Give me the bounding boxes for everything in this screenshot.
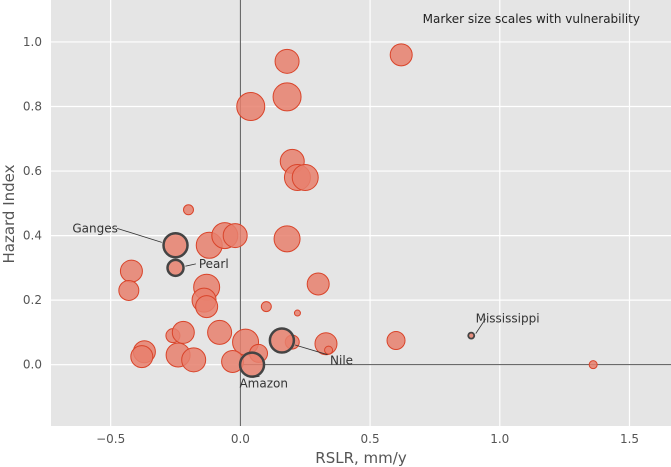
- data-point: [236, 92, 266, 121]
- data-point: [324, 345, 334, 355]
- annotation-label-mississippi: Mississippi: [476, 312, 540, 326]
- data-point: [130, 345, 154, 369]
- x-axis-label: RSLR, mm/y: [315, 449, 407, 467]
- data-point: [195, 295, 219, 319]
- highlighted-point-mississippi: [467, 331, 476, 340]
- annotation-label-ganges: Ganges: [72, 221, 118, 235]
- data-point: [273, 225, 301, 253]
- y-tick-label: 0.4: [23, 229, 42, 243]
- annotation-leader-line: [475, 318, 486, 334]
- x-tick-label: 0.0: [231, 432, 250, 446]
- data-point: [171, 320, 195, 344]
- data-point: [386, 330, 406, 350]
- x-tick-label: 1.0: [490, 432, 509, 446]
- data-point: [272, 82, 302, 112]
- x-tick-label: 1.5: [620, 432, 639, 446]
- annotation-leader-line: [116, 227, 162, 243]
- y-tick-labels: 0.0 0.2 0.4 0.6 0.8 1.0: [23, 35, 42, 372]
- y-axis-label: Hazard Index: [0, 164, 18, 263]
- data-point: [588, 360, 598, 370]
- annotation-leader-line: [185, 263, 196, 267]
- highlighted-point-ganges: [162, 232, 189, 259]
- annotation-leader-line: [295, 344, 328, 356]
- size-note: Marker size scales with vulnerability: [423, 12, 640, 26]
- data-point: [260, 301, 272, 313]
- data-point: [118, 279, 140, 301]
- highlighted-point-pearl: [166, 258, 185, 278]
- highlighted-point-amazon: [238, 351, 266, 378]
- data-point: [181, 347, 207, 373]
- y-tick-label: 0.2: [23, 293, 42, 307]
- data-point: [306, 272, 330, 296]
- data-point: [274, 48, 300, 74]
- annotations: Ganges Pearl Nile Amazon Mississippi: [72, 221, 539, 390]
- y-tick-label: 0.8: [23, 100, 42, 114]
- y-tick-label: 0.6: [23, 164, 42, 178]
- data-point: [293, 309, 301, 317]
- annotation-label-nile: Nile: [330, 354, 353, 368]
- data-point: [182, 204, 194, 216]
- y-tick-label: 0.0: [23, 358, 42, 372]
- data-point: [389, 43, 413, 67]
- annotation-leader-line: [249, 376, 260, 378]
- data-point: [291, 164, 319, 191]
- highlighted-points: [162, 232, 476, 378]
- highlighted-point-nile: [268, 327, 296, 354]
- data-point: [119, 259, 143, 283]
- data-point: [207, 319, 233, 345]
- x-tick-label: −0.5: [96, 432, 125, 446]
- x-tick-label: 0.5: [361, 432, 380, 446]
- data-point: [222, 223, 248, 249]
- annotation-label-amazon: Amazon: [239, 376, 288, 390]
- y-tick-label: 1.0: [23, 35, 42, 49]
- x-tick-labels: −0.5 0.0 0.5 1.0 1.5: [96, 432, 639, 446]
- annotation-label-pearl: Pearl: [199, 257, 229, 271]
